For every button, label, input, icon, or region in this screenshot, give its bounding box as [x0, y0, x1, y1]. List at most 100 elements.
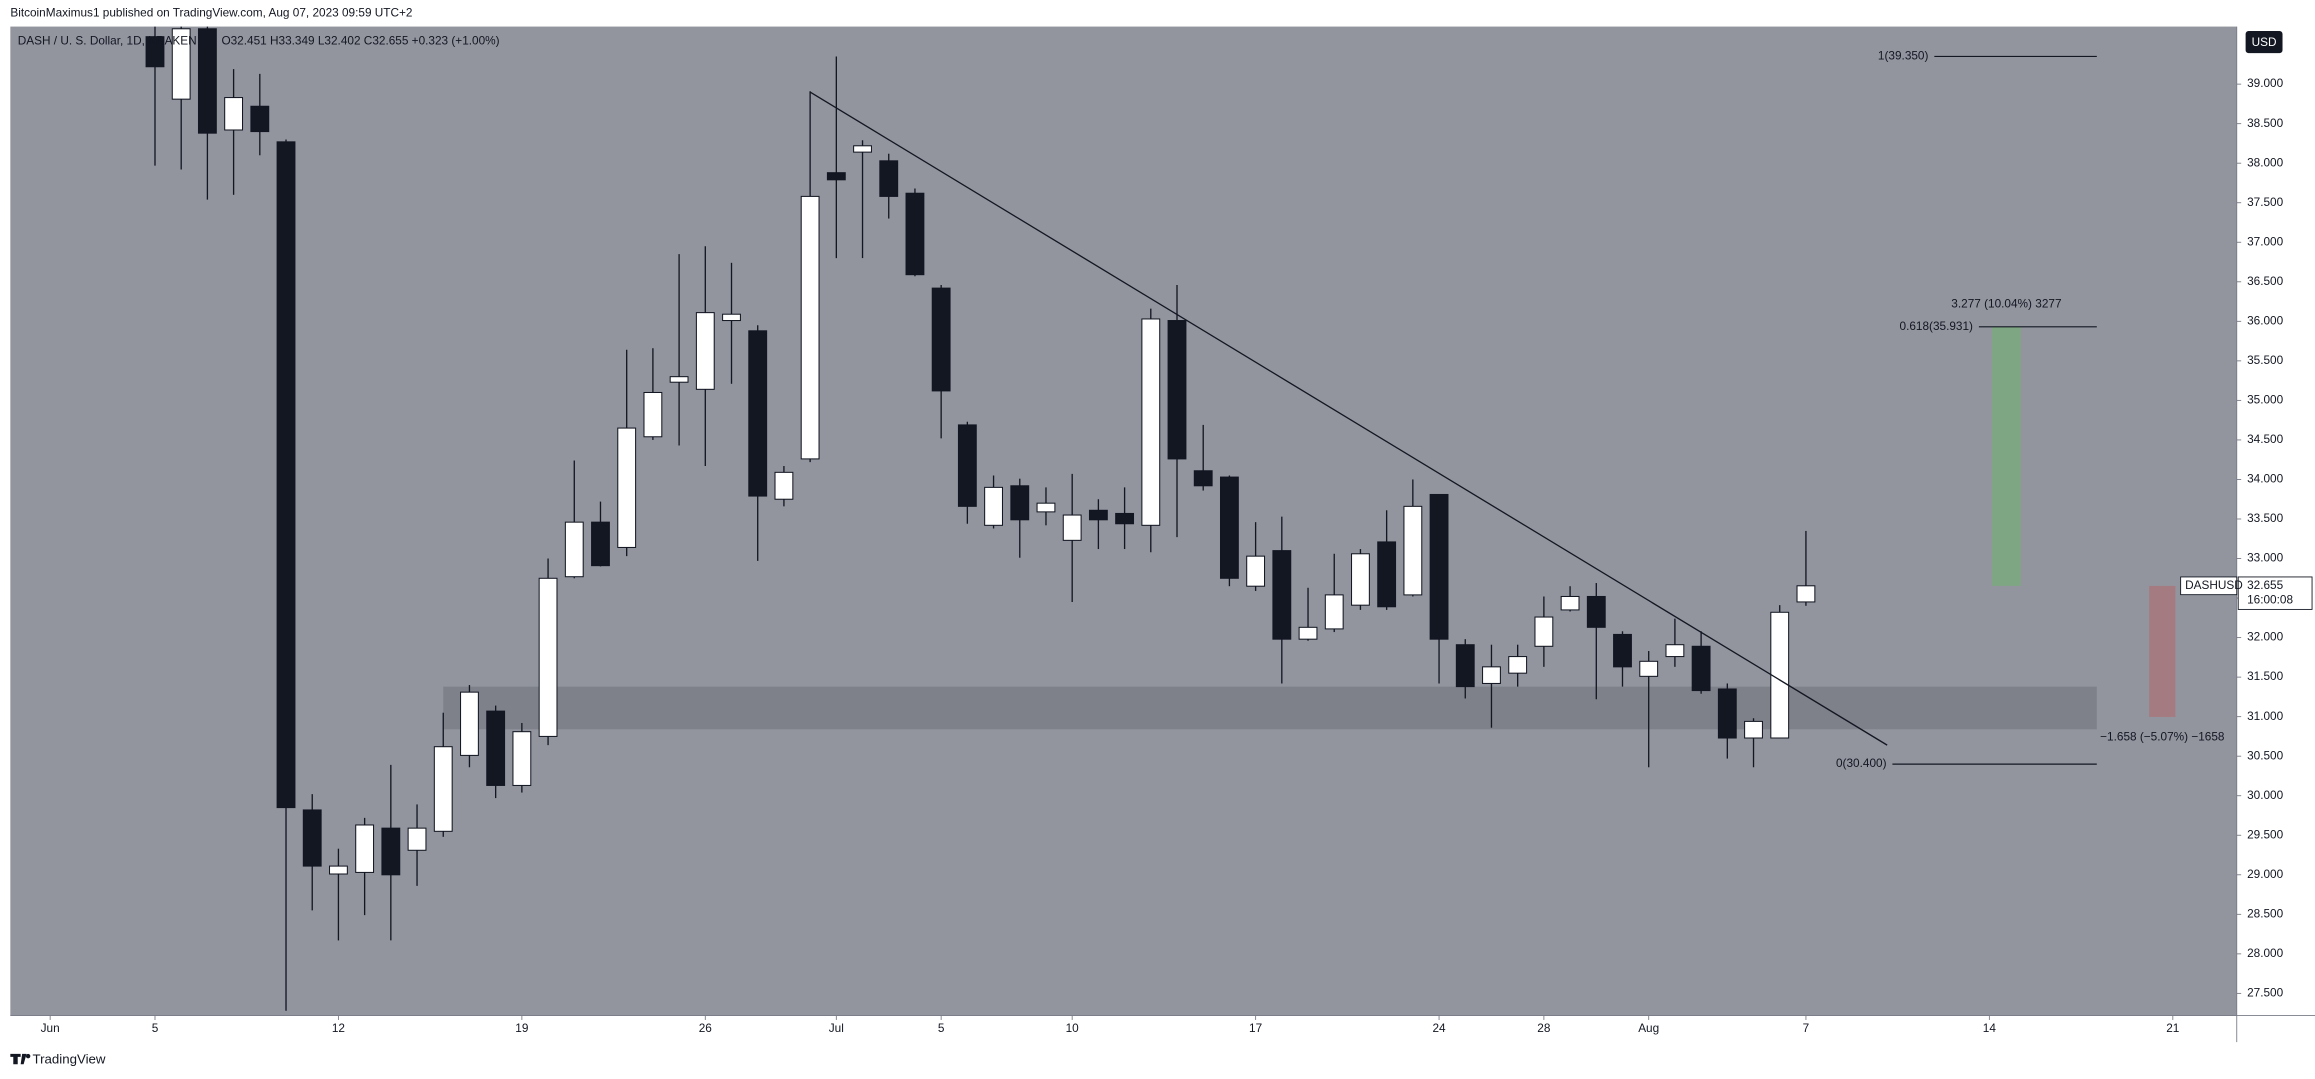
- y-tick-label: 28.000: [2247, 946, 2284, 960]
- candle-body: [1560, 595, 1580, 611]
- candle-body: [381, 827, 401, 876]
- candle-body: [1744, 720, 1763, 739]
- candle-body: [407, 827, 427, 851]
- candle-body: [302, 809, 322, 867]
- x-tick-label: 5: [938, 1021, 945, 1035]
- price-label-box: [2237, 576, 2313, 610]
- candle-body: [853, 145, 872, 153]
- candle-body: [1508, 656, 1528, 674]
- candle-body: [1246, 555, 1266, 587]
- candle-body: [1351, 553, 1370, 606]
- candle-body: [1691, 645, 1711, 692]
- candle-body: [643, 391, 663, 438]
- x-tick-label: 7: [1803, 1021, 1810, 1035]
- y-tick-label: 38.000: [2247, 155, 2284, 169]
- candle-body: [1796, 585, 1816, 603]
- candle-body: [1010, 485, 1030, 521]
- y-tick-label: 30.500: [2247, 748, 2284, 762]
- candle-body: [250, 105, 270, 133]
- candle-body: [617, 427, 637, 548]
- x-tick-label: 5: [152, 1021, 159, 1035]
- x-tick-label: Jun: [41, 1021, 60, 1035]
- candle-body: [1534, 616, 1554, 647]
- symbol-title: DASH / U. S. Dollar, 1D, KRAKEN: [18, 33, 197, 47]
- candle-body: [879, 160, 899, 197]
- plot-area: 3.277 (10.04%) 3277 −1.658 (−5.07%) −1658…: [145, 26, 2225, 1011]
- candle-body: [1482, 666, 1501, 684]
- y-tick-label: 37.000: [2247, 234, 2284, 248]
- candle-body: [433, 746, 453, 832]
- x-tick-label: 14: [1983, 1021, 1997, 1035]
- candle-body: [1586, 595, 1606, 628]
- x-tick-label: 24: [1432, 1021, 1446, 1035]
- profit-zone: [1991, 326, 2021, 586]
- candle-body: [800, 195, 820, 460]
- candle-body: [1298, 626, 1318, 640]
- y-tick-label: 36.000: [2247, 313, 2284, 327]
- profit-zone-label: 3.277 (10.04%) 3277: [1951, 297, 2061, 311]
- footer-logo: [10, 1053, 31, 1065]
- y-tick-label: 34.000: [2247, 472, 2284, 486]
- y-tick-label: 34.500: [2247, 432, 2284, 446]
- y-tick-label: 31.000: [2247, 709, 2284, 723]
- y-tick-label: 27.500: [2247, 986, 2284, 1000]
- candle-body: [1639, 660, 1659, 677]
- support-zone: [443, 686, 2097, 730]
- candle-body: [224, 97, 244, 131]
- candle-body: [1167, 320, 1187, 460]
- logo-mark: [10, 1053, 31, 1065]
- x-tick-label: 12: [332, 1021, 345, 1035]
- candle-body: [355, 824, 375, 873]
- x-tick-label: 10: [1066, 1021, 1080, 1035]
- footer-brand: TradingView: [32, 1051, 105, 1066]
- candle-body: [1455, 644, 1475, 688]
- currency-button[interactable]: [2245, 30, 2283, 54]
- candle-body: [145, 36, 165, 68]
- y-tick-label: 33.500: [2247, 511, 2284, 525]
- y-tick-label: 29.500: [2247, 827, 2284, 841]
- candle-body: [276, 141, 296, 809]
- candle-body: [1403, 505, 1423, 596]
- candle-body: [1062, 514, 1082, 541]
- loss-zone-label: −1.658 (−5.07%) −1658: [2100, 730, 2225, 744]
- x-tick-label: Aug: [1638, 1021, 1659, 1035]
- candle-body: [931, 287, 951, 392]
- candle-body: [197, 28, 217, 134]
- x-tick-label: 26: [699, 1021, 713, 1035]
- candle-body: [722, 313, 741, 322]
- candle-body: [1272, 550, 1292, 640]
- bar-countdown: 16:00:08: [2247, 593, 2293, 607]
- ohlc-readout: O32.451 H33.349 L32.402 C32.655 +0.323 (…: [221, 33, 499, 47]
- candle-body: [957, 424, 977, 507]
- fib-level-label: 0(30.400): [1836, 756, 1887, 770]
- candle-body: [1193, 470, 1213, 487]
- symbol-label-box: [2180, 576, 2238, 596]
- candle-body: [329, 865, 348, 875]
- candle-body: [905, 192, 925, 276]
- candle-body: [984, 486, 1003, 526]
- y-tick-label: 35.500: [2247, 353, 2284, 367]
- candle-body: [1429, 493, 1449, 640]
- y-tick-label: 33.000: [2247, 551, 2284, 565]
- x-tick-label: 28: [1537, 1021, 1551, 1035]
- x-tick-label: Jul: [829, 1021, 844, 1035]
- candle-body: [512, 731, 532, 786]
- y-tick-label: 28.500: [2247, 906, 2284, 920]
- candle-body: [1717, 688, 1737, 739]
- y-tick-label: 32.000: [2247, 630, 2284, 644]
- candle-body: [748, 330, 768, 497]
- candle-body: [1324, 594, 1344, 630]
- symbol-label: DASHUSD: [2185, 578, 2243, 592]
- fib-level-label: 1(39.350): [1878, 49, 1929, 63]
- y-tick-label: 38.500: [2247, 116, 2284, 130]
- currency-label[interactable]: USD: [2252, 35, 2277, 49]
- x-tick-label: 21: [2166, 1021, 2179, 1035]
- candle-body: [1141, 318, 1161, 526]
- candle-body: [486, 710, 506, 786]
- candle-body: [695, 312, 715, 390]
- x-tick-label: 19: [515, 1021, 528, 1035]
- y-tick-label: 35.000: [2247, 393, 2284, 407]
- y-tick-label: 31.500: [2247, 669, 2284, 683]
- candle-body: [1088, 509, 1108, 521]
